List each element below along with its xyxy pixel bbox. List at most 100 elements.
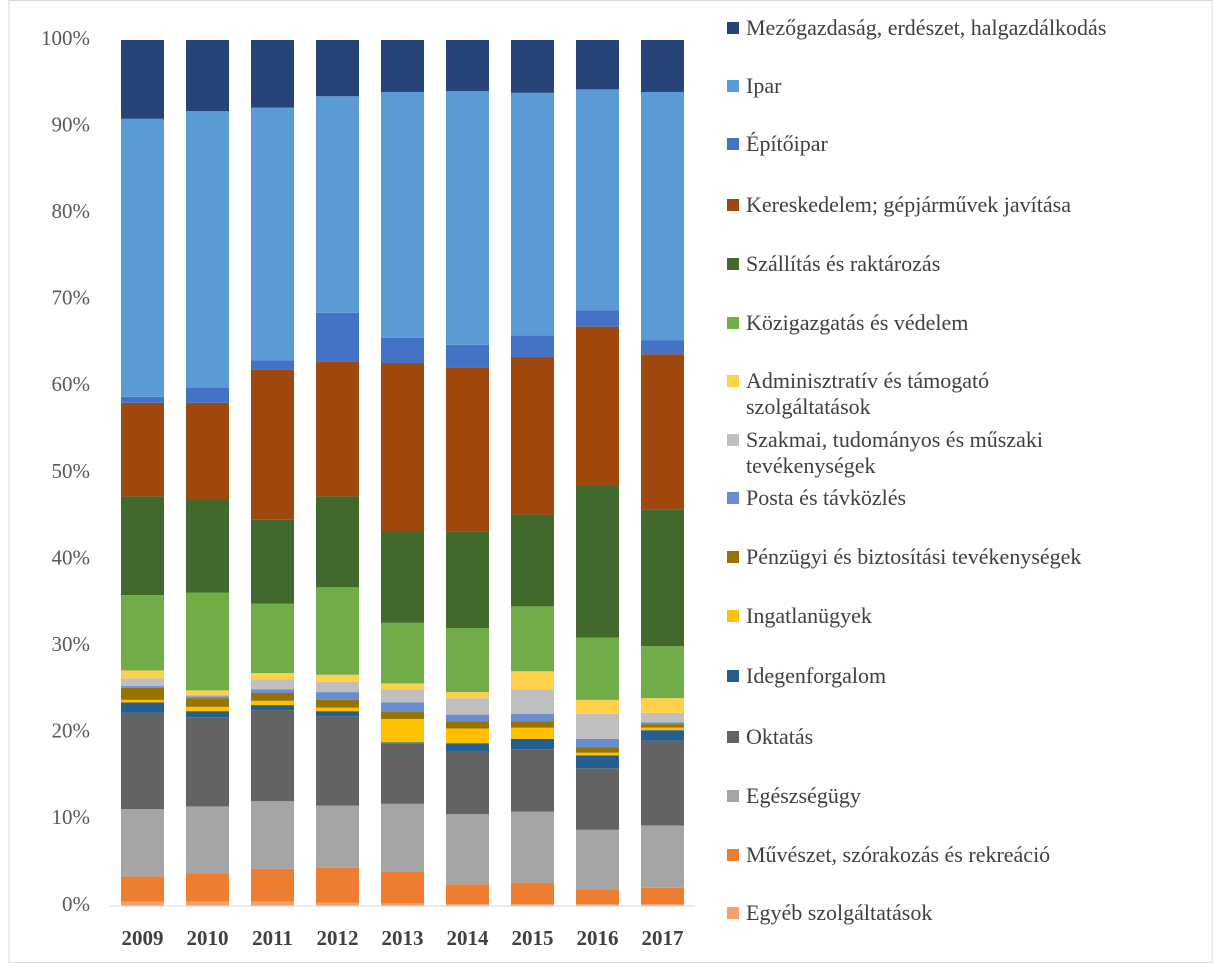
bar-segment — [121, 809, 164, 877]
bar-segment — [576, 768, 619, 830]
x-tick-label: 2017 — [642, 926, 684, 950]
legend-label: Idegenforgalom — [746, 663, 887, 688]
x-tick-label: 2012 — [317, 926, 359, 950]
bar-segment — [121, 678, 164, 687]
bar-segment — [316, 312, 359, 362]
bar-segment — [576, 326, 619, 486]
bar-segment — [381, 742, 424, 744]
legend-swatch — [727, 492, 739, 504]
bar-segment — [641, 904, 684, 906]
bar-segment — [251, 369, 294, 520]
bar-segment — [251, 801, 294, 869]
x-tick-label: 2009 — [122, 926, 164, 950]
bar-segment — [186, 592, 229, 691]
bar-segment — [511, 713, 554, 722]
bar-segment — [446, 714, 489, 722]
bar-segment — [641, 825, 684, 888]
bar-segment — [641, 40, 684, 92]
bar-segment — [446, 884, 489, 905]
bar-segment — [511, 606, 554, 672]
bar-segment — [576, 699, 619, 714]
bar-segment — [511, 727, 554, 739]
bar-segment — [446, 531, 489, 629]
bar-segment — [251, 679, 294, 690]
legend-label: Oktatás — [746, 724, 814, 749]
bar-segment — [121, 687, 164, 700]
legend-swatch — [727, 907, 739, 919]
bar-segment — [316, 96, 359, 313]
bar-segment — [121, 901, 164, 906]
bar-segment — [576, 738, 619, 748]
bar-segment — [186, 111, 229, 388]
bar-segment — [641, 730, 684, 741]
bar-segment — [186, 873, 229, 902]
bar-segment — [641, 646, 684, 699]
bar-segment — [121, 670, 164, 679]
bar-segment — [251, 700, 294, 706]
bar-segment — [576, 40, 619, 90]
bar-segment — [446, 91, 489, 345]
bar-segment — [121, 118, 164, 397]
bar-segment — [641, 712, 684, 723]
bar-segment — [251, 868, 294, 902]
bar-segment — [576, 713, 619, 739]
y-tick-label: 40% — [52, 545, 91, 569]
legend-label: Ipar — [746, 73, 782, 98]
bar-segment — [381, 683, 424, 690]
y-tick-label: 100% — [41, 26, 90, 50]
bar-segment — [446, 904, 489, 906]
legend-swatch — [727, 610, 739, 622]
legend-swatch — [727, 551, 739, 563]
bar-segment — [121, 699, 164, 703]
bar-segment — [186, 698, 229, 707]
y-tick-label: 60% — [52, 372, 91, 396]
legend-label: Adminisztratív és támogató szolgáltatáso… — [746, 368, 990, 419]
bar-segment — [121, 702, 164, 713]
x-tick-label: 2013 — [382, 926, 424, 950]
bar-segment — [186, 696, 229, 699]
bar-segment — [186, 694, 229, 697]
bar-segment — [121, 686, 164, 688]
legend-swatch — [727, 731, 739, 743]
bar-segment — [576, 89, 619, 311]
bar-segment — [251, 689, 294, 693]
bar-segment — [641, 698, 684, 713]
legend-swatch — [727, 670, 739, 682]
bar-segment — [381, 337, 424, 364]
bar-segment — [446, 367, 489, 532]
legend-swatch — [727, 375, 739, 387]
bar-segment — [186, 706, 229, 712]
bar-segment — [316, 361, 359, 497]
x-tick-label: 2014 — [447, 926, 490, 950]
legend-swatch — [727, 434, 739, 446]
legend-label: Egyéb szolgáltatások — [746, 900, 933, 925]
bar-segment — [576, 904, 619, 906]
bar-segment — [381, 743, 424, 804]
legend-label: Mezőgazdaság, erdészet, halgazdálkodás — [746, 15, 1107, 40]
bar-segment — [511, 904, 554, 906]
y-tick-label: 70% — [52, 286, 91, 310]
legend-swatch — [727, 258, 739, 270]
bar-segment — [251, 603, 294, 674]
bar-segment — [511, 40, 554, 93]
bar-segment — [316, 902, 359, 906]
bar-segment — [316, 716, 359, 806]
legend-label: Posta és távközlés — [746, 485, 907, 510]
bar-segment — [511, 356, 554, 515]
bar-segment — [641, 340, 684, 355]
bar-segment — [381, 363, 424, 532]
legend-swatch — [727, 80, 739, 92]
bar-segment — [576, 485, 619, 638]
y-tick-label: 30% — [52, 632, 91, 656]
bar-segment — [251, 40, 294, 108]
bar-segment — [186, 387, 229, 403]
legend-label: Építőipar — [746, 131, 828, 156]
bar-segment — [381, 40, 424, 92]
bar-segment — [511, 689, 554, 714]
x-tick-label: 2016 — [577, 926, 619, 950]
bar-segment — [316, 699, 359, 708]
bar-segment — [121, 40, 164, 119]
x-tick-label: 2011 — [252, 926, 293, 950]
legend-label: Pénzügyi és biztosítási tevékenységek — [746, 544, 1082, 569]
